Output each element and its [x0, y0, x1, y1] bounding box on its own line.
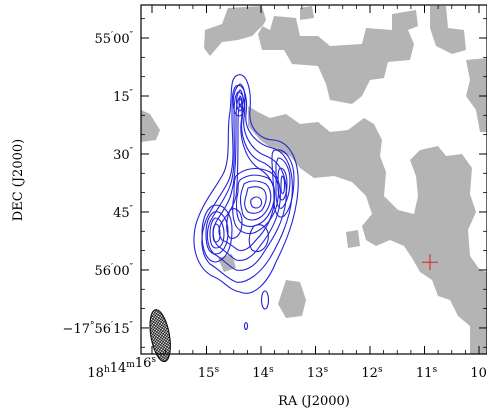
y-tick-marks [141, 18, 487, 348]
mask-region [430, 6, 466, 54]
y-tick-label: 56′00″ [94, 263, 133, 279]
x-tick-label: 12s [361, 365, 383, 381]
contour-east-lobe [280, 175, 286, 195]
contour-peak [250, 196, 263, 209]
contour-level [206, 91, 287, 271]
x-tick-labels: 18h14m16s 15s 14s 13s 12s 11s 10s [87, 355, 487, 381]
contour-inner-ring [226, 208, 243, 239]
x-tick-label: 13s [307, 365, 329, 381]
contour-west-knot [212, 223, 221, 243]
radio-contours [193, 74, 299, 331]
x-tick-label: 11s [416, 365, 438, 381]
contour-level [232, 167, 280, 235]
x-tick-label: 15s [198, 365, 220, 381]
grey-mask-regions [141, 6, 487, 354]
beam-ellipse-shape [149, 309, 171, 363]
mask-region [346, 230, 360, 248]
contour-north-knot [232, 83, 246, 117]
contour-level [201, 84, 293, 283]
contour-south-blob [260, 290, 270, 310]
contour-outer [193, 74, 299, 294]
mask-region [300, 6, 314, 20]
y-tick-label: 15″ [113, 89, 134, 105]
y-tick-label: 45″ [113, 205, 134, 221]
contour-east-lobe [277, 167, 288, 201]
y-tick-labels: 55′00″ 15″ 30″ 45″ 56′00″ −17°56′15″ [63, 31, 134, 337]
contour-west-knot [201, 204, 233, 263]
contour-level [218, 102, 276, 252]
x-tick-label: 18h14m16s [87, 355, 156, 381]
x-tick-label: 10s [470, 365, 487, 381]
mask-region [204, 6, 418, 104]
mask-region [248, 106, 487, 354]
y-axis-title: DEC (J2000) [11, 139, 26, 221]
x-axis-title: RA (J2000) [278, 394, 350, 409]
mask-region [466, 58, 487, 132]
beam-ellipse [149, 309, 171, 363]
contour-east-lobe [275, 157, 291, 209]
contour-level [239, 180, 272, 221]
y-tick-label: −17°56′15″ [63, 321, 134, 337]
y-tick-label: 55′00″ [94, 31, 133, 47]
mask-region [278, 280, 306, 318]
contour-south-dot [243, 321, 249, 331]
mask-region [141, 110, 160, 142]
source-marker [421, 254, 438, 271]
x-tick-marks [151, 5, 480, 354]
plot-frame [140, 4, 487, 355]
y-tick-label: 30″ [113, 147, 134, 163]
contour-level [212, 97, 281, 262]
contour-west-knot [209, 217, 225, 249]
x-tick-label: 14s [252, 365, 274, 381]
contour-level [244, 186, 267, 214]
contour-inner-ring [248, 224, 269, 253]
contour-east-lobe [271, 149, 295, 218]
contour-north-knot [236, 89, 244, 112]
contour-north-knot [238, 95, 243, 108]
